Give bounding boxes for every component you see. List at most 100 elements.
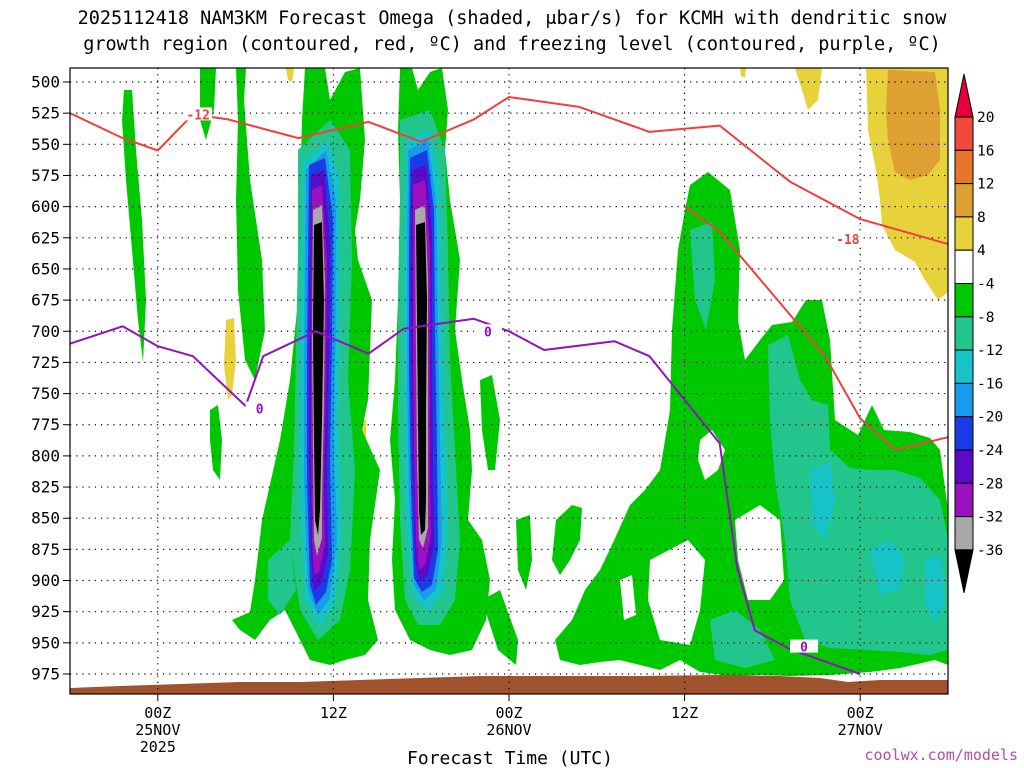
omega-negative-region [648, 540, 705, 645]
omega-negative-region [552, 505, 582, 575]
colorbar-swatch [954, 449, 974, 484]
colorbar-label: 12 [977, 177, 994, 193]
colorbar-label: 4 [977, 243, 986, 259]
y-tick-label: 650 [31, 259, 60, 278]
credit-text: coolwx.com/models [864, 746, 1018, 764]
x-tick-label: 00Z [144, 704, 171, 722]
y-tick-label: 850 [31, 509, 60, 528]
colorbar-swatch [954, 249, 974, 284]
contour-label: -12 [186, 108, 209, 123]
colorbar-swatch [954, 482, 974, 518]
omega-negative-region [768, 335, 948, 655]
x-tick-label: 27NOV [838, 721, 883, 739]
y-tick-label: 975 [31, 665, 60, 684]
colorbar-swatch [954, 149, 974, 185]
colorbar-label: 16 [977, 143, 994, 159]
colorbar-swatch [954, 516, 974, 551]
dgz-contour-line [684, 205, 948, 451]
y-tick-label: 750 [31, 384, 60, 403]
y-tick-label: 625 [31, 228, 60, 247]
omega-negative-region [620, 575, 636, 620]
contour-label: -18 [836, 233, 860, 248]
omega-positive-region [224, 318, 236, 400]
y-tick-label: 925 [31, 602, 60, 621]
y-tick-label: 600 [31, 197, 60, 216]
contour-label-bg [833, 232, 862, 246]
colorbar-swatch [954, 416, 974, 451]
omega-negative-region [200, 68, 216, 140]
colorbar-swatch [954, 382, 974, 418]
omega-shading [70, 68, 948, 694]
colorbar-label: -16 [977, 376, 1003, 392]
contour-label-bg [790, 639, 819, 653]
omega-negative-region [925, 555, 945, 625]
x-tick-label: 00Z [847, 704, 874, 722]
contour-label-bg [184, 107, 213, 121]
omega-positive-region [886, 70, 940, 180]
dgz-contour-line [70, 96, 948, 245]
colorbar-swatch [954, 349, 974, 384]
omega-negative-region [122, 90, 146, 362]
x-axis-label: Forecast Time (UTC) [407, 748, 613, 768]
contour-lines [70, 96, 948, 675]
contour-label: 0 [484, 325, 492, 340]
x-tick-label: 12Z [320, 704, 347, 722]
omega-positive-region [286, 68, 294, 82]
freezing-level-line [70, 317, 861, 675]
contour-label: 0 [800, 641, 808, 656]
omega-negative-region [735, 505, 784, 600]
colorbar-label: 20 [977, 110, 994, 126]
y-tick-label: 575 [31, 166, 60, 185]
colorbar-label: -36 [977, 543, 1003, 559]
terrain [70, 675, 948, 694]
x-tick-label: 2025 [140, 738, 176, 756]
x-tick-label: 12Z [671, 704, 698, 722]
y-tick-label: 550 [31, 135, 60, 154]
colorbar-label: -8 [977, 310, 994, 326]
colorbar-swatch [954, 316, 974, 351]
colorbar-label: -20 [977, 410, 1003, 426]
chart-title-line2: growth region (contoured, red, ºC) and f… [83, 34, 941, 55]
omega-negative-region [482, 590, 518, 665]
y-tick-label: 875 [31, 540, 60, 559]
y-tick-label: 775 [31, 415, 60, 434]
y-tick-label: 800 [31, 446, 60, 465]
y-tick-label: 675 [31, 291, 60, 310]
y-tick-label: 500 [31, 73, 60, 92]
chart-title-line1: 2025112418 NAM3KM Forecast Omega (shaded… [78, 8, 948, 29]
y-tick-label: 525 [31, 104, 60, 123]
colorbar-label: -24 [977, 443, 1003, 459]
colorbar-label: -28 [977, 476, 1003, 492]
colorbar-swatch [954, 283, 974, 318]
y-tick-label: 900 [31, 571, 60, 590]
omega-negative-region [236, 68, 265, 380]
colorbar-swatch [954, 216, 974, 251]
plot-gridlines [70, 68, 948, 694]
x-tick-label: 25NOV [135, 721, 180, 739]
y-tick-label: 950 [31, 633, 60, 652]
y-tick-label: 700 [31, 322, 60, 341]
y-tick-label: 725 [31, 353, 60, 372]
omega-negative-region [268, 540, 296, 615]
omega-negative-region [870, 540, 905, 595]
omega-negative-region [480, 375, 500, 470]
y-axis: 500 525 550 575 600 625 650 675 700 725 750 775 800 8… [31, 73, 70, 684]
colorbar-swatch [954, 183, 974, 218]
colorbar-label: -4 [977, 277, 995, 293]
colorbar-label: 8 [977, 210, 986, 226]
contour-labels: -12 -18 0 0 0 [184, 107, 862, 656]
omega-positive-region [740, 68, 746, 78]
omega-negative-region [710, 610, 775, 668]
contour-label-bg [473, 324, 502, 338]
colorbar-top-arrow [954, 73, 974, 118]
x-tick-label: 26NOV [486, 721, 531, 739]
colorbar-swatch [954, 116, 974, 151]
colorbar-label: -12 [977, 343, 1003, 359]
colorbar-bottom-arrow [954, 549, 974, 594]
omega-negative-region [210, 405, 222, 480]
colorbar: 20 16 12 8 4 -4 -8 -12 -16 -20 -24 -28 -32 -36 [954, 73, 1003, 594]
omega-negative-region [810, 462, 835, 540]
contour-label-bg [245, 401, 274, 415]
omega-negative-region [516, 515, 532, 590]
